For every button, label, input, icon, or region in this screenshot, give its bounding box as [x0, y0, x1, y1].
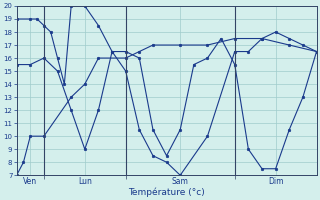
X-axis label: Température (°c): Température (°c): [128, 187, 205, 197]
